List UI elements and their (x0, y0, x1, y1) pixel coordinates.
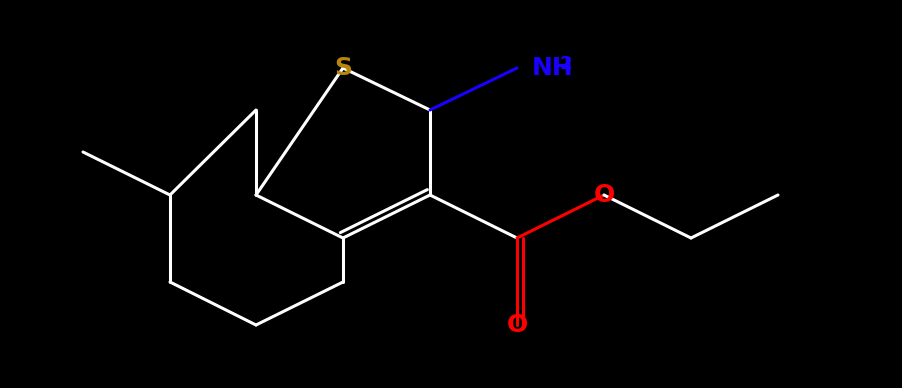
Text: NH: NH (531, 56, 573, 80)
Text: O: O (506, 313, 527, 337)
Text: S: S (334, 56, 352, 80)
Text: O: O (593, 183, 614, 207)
Text: 2: 2 (559, 55, 572, 73)
